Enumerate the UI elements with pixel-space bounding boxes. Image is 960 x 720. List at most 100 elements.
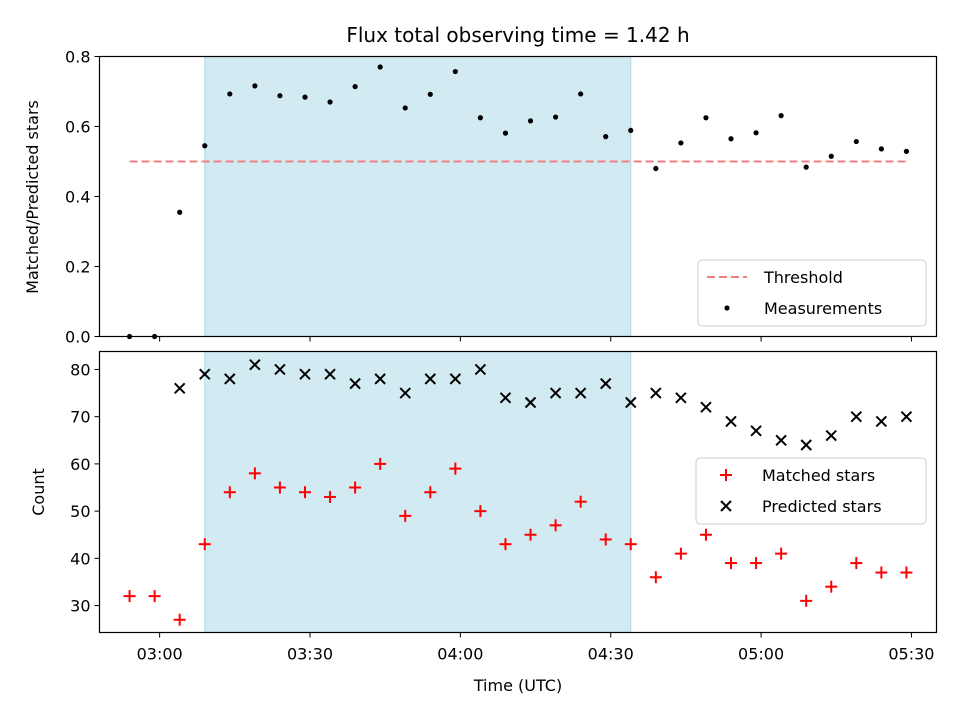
measurement-point [878, 146, 884, 152]
matched-star-point [374, 457, 387, 470]
measurement-point [452, 68, 458, 75]
measurement-point [527, 118, 534, 124]
matched-star-point [449, 462, 462, 475]
matched-star-point [725, 557, 738, 570]
counts-y-axis-label: Count [29, 468, 48, 516]
predicted-star-point [399, 387, 411, 399]
matched-star-point [574, 495, 587, 508]
counts-plot-area: 30 40 50 60 70 80 03:00 03:30 04:00 04:30 05:00 05:… [70, 351, 934, 664]
ratio-panel-frame [98, 55, 938, 338]
predicted-star-point [825, 429, 837, 442]
measurement-point [177, 209, 183, 215]
measurement-point [202, 143, 208, 149]
ratio-observing-window [204, 56, 631, 337]
predicted-star-point [725, 415, 737, 428]
ratio-plot-area: 0.0 0.2 0.4 0.6 0.8 [65, 48, 912, 347]
counts-panel-frame [98, 350, 938, 634]
matched-star-point [399, 509, 412, 522]
measurement-point [728, 136, 734, 142]
ratio-y-axis-label: Matched/Predicted stars [23, 100, 42, 294]
predicted-star-point [173, 382, 186, 395]
x-tick-label: 03:30 [287, 645, 333, 664]
counts-y-tick-label: 30 [70, 597, 90, 616]
predicted-star-point [775, 434, 787, 446]
matched-star-point [173, 613, 186, 626]
matched-star-point [674, 547, 687, 560]
matched-star-point [273, 481, 286, 494]
matched-star-point [825, 580, 838, 593]
measurement-point [477, 115, 484, 121]
ratio-y-tick-label: 0.4 [65, 188, 90, 207]
matched-star-point [424, 486, 437, 499]
matched-star-point [750, 557, 763, 570]
predicted-star-point [625, 396, 637, 409]
counts-legend: Matched stars Predicted stars [695, 457, 927, 525]
predicted-star-point [650, 387, 662, 399]
predicted-star-point [224, 373, 236, 385]
predicted-star-point [700, 401, 712, 413]
matched-star-point [850, 557, 863, 570]
predicted-star-point [474, 363, 487, 376]
matched-star-point [474, 505, 487, 518]
matched-star-point [699, 528, 712, 541]
measurement-point [703, 115, 709, 121]
x-axis-label: Time (UTC) [473, 676, 562, 695]
predicted-star-point [800, 439, 812, 451]
matched-star-point [524, 528, 537, 541]
matched-star-point [349, 481, 362, 494]
matched-star-point [123, 590, 136, 603]
predicted-star-point [524, 396, 537, 409]
measurement-point [603, 134, 609, 140]
measurement-point [227, 91, 233, 97]
predicted-star-point [750, 425, 762, 437]
legend-matched-label: Matched stars [762, 466, 875, 485]
predicted-star-point [424, 373, 436, 385]
x-tick-label: 04:30 [588, 645, 634, 664]
predicted-star-point [199, 368, 211, 380]
measurement-point [352, 84, 358, 90]
predicted-star-point [875, 415, 888, 428]
predicted-star-point [675, 392, 687, 404]
legend-threshold-label: Threshold [763, 268, 843, 287]
legend-measurements-label: Measurements [764, 299, 882, 318]
matched-star-point [223, 486, 236, 499]
legend-predicted-label: Predicted stars [762, 497, 882, 516]
predicted-star-point [900, 410, 913, 423]
counts-y-tick-label: 60 [70, 455, 90, 474]
ratio-y-tick-label: 0.8 [65, 48, 90, 67]
ratio-panel: 0.00.20.40.60.8 Matched/Predicted stars … [23, 48, 938, 347]
predicted-star-point [600, 377, 612, 390]
matched-star-point [599, 533, 612, 546]
measurement-point [653, 165, 659, 172]
x-tick-label: 03:00 [137, 645, 183, 664]
legend-measurements-swatch [724, 305, 730, 311]
counts-y-tick-label: 40 [70, 549, 90, 568]
predicted-star-point [349, 377, 361, 390]
counts-panel: 30 40 50 60 70 80 03:00 03:30 04:00 04:30 05:00 05:… [29, 350, 938, 695]
ratio-legend-box [697, 259, 927, 327]
predicted-star-point [499, 392, 512, 404]
matched-star-point [198, 538, 211, 551]
counts-legend-box [695, 457, 927, 525]
matched-star-point [649, 571, 662, 584]
predicted-star-point [274, 363, 286, 376]
matched-star-point [499, 538, 512, 551]
matched-star-point [624, 538, 637, 551]
measurement-point [402, 105, 408, 111]
matched-star-point [148, 590, 161, 603]
predicted-star-point [249, 359, 261, 371]
measurement-point [753, 130, 759, 136]
matched-star-point [875, 566, 888, 579]
measurement-point [427, 91, 433, 97]
measurement-point [277, 93, 283, 99]
ratio-y-tick-label: 0.0 [65, 328, 90, 347]
matched-star-point [248, 467, 261, 480]
measurement-point [628, 127, 634, 133]
measurement-point [828, 153, 834, 159]
measurement-point [302, 94, 308, 100]
predicted-star-point [374, 373, 386, 385]
x-tick-label: 05:00 [738, 645, 784, 664]
predicted-star-point [549, 387, 562, 399]
predicted-star-point [574, 387, 587, 399]
